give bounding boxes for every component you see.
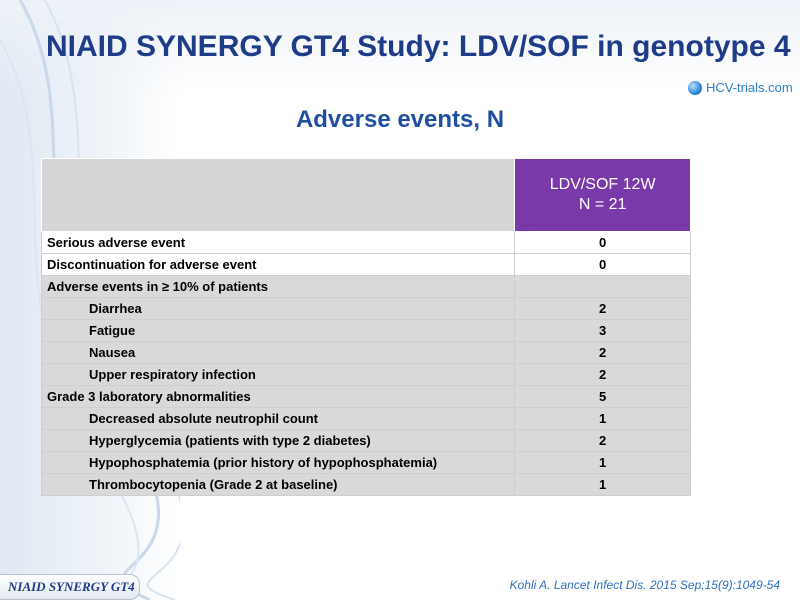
- table-row: Serious adverse event 0: [40, 231, 691, 254]
- row-value: 1: [514, 407, 691, 430]
- header-empty-cell: [40, 158, 516, 232]
- row-value: 0: [514, 231, 691, 254]
- row-label: Decreased absolute neutrophil count: [40, 407, 516, 430]
- table-row: Upper respiratory infection 2: [40, 363, 691, 386]
- page-title: NIAID SYNERGY GT4 Study: LDV/SOF in geno…: [46, 30, 791, 63]
- table-row: Hypophosphatemia (prior history of hypop…: [40, 451, 691, 474]
- brand-logo: HCV-trials.com: [688, 80, 793, 95]
- row-value: 2: [514, 341, 691, 364]
- table-header-row: LDV/SOF 12W N = 21: [40, 158, 691, 232]
- row-value: 1: [514, 451, 691, 474]
- row-label: Diarrhea: [40, 297, 516, 320]
- table-row: Hyperglycemia (patients with type 2 diab…: [40, 429, 691, 452]
- table-row: Thrombocytopenia (Grade 2 at baseline) 1: [40, 473, 691, 496]
- column-header: LDV/SOF 12W N = 21: [514, 158, 691, 232]
- row-label: Thrombocytopenia (Grade 2 at baseline): [40, 473, 516, 496]
- table-row: Grade 3 laboratory abnormalities 5: [40, 385, 691, 408]
- row-value: 0: [514, 253, 691, 276]
- background-gradient-top: [0, 0, 800, 95]
- table-row: Discontinuation for adverse event 0: [40, 253, 691, 276]
- column-header-line1: LDV/SOF 12W: [549, 176, 656, 193]
- row-label: Serious adverse event: [40, 231, 516, 254]
- row-value: [514, 275, 691, 298]
- row-value: 3: [514, 319, 691, 342]
- row-value: 5: [514, 385, 691, 408]
- row-label: Fatigue: [40, 319, 516, 342]
- table-row: Diarrhea 2: [40, 297, 691, 320]
- citation: Kohli A. Lancet Infect Dis. 2015 Sep;15(…: [509, 578, 780, 592]
- column-header-line2: N = 21: [578, 196, 627, 213]
- row-label: Adverse events in ≥ 10% of patients: [40, 275, 516, 298]
- section-subtitle: Adverse events, N: [295, 106, 505, 133]
- table-row: Fatigue 3: [40, 319, 691, 342]
- row-label: Hyperglycemia (patients with type 2 diab…: [40, 429, 516, 452]
- row-value: 1: [514, 473, 691, 496]
- globe-icon: [688, 80, 702, 95]
- row-label: Grade 3 laboratory abnormalities: [40, 385, 516, 408]
- row-value: 2: [514, 429, 691, 452]
- row-value: 2: [514, 297, 691, 320]
- footer-study-tag: NIAID SYNERGY GT4: [0, 574, 140, 600]
- adverse-events-table: LDV/SOF 12W N = 21 Serious adverse event…: [40, 158, 691, 496]
- row-value: 2: [514, 363, 691, 386]
- table-row: Adverse events in ≥ 10% of patients: [40, 275, 691, 298]
- row-label: Nausea: [40, 341, 516, 364]
- row-label: Hypophosphatemia (prior history of hypop…: [40, 451, 516, 474]
- brand-text: HCV-trials.com: [706, 80, 793, 95]
- table-row: Nausea 2: [40, 341, 691, 364]
- row-label: Discontinuation for adverse event: [40, 253, 516, 276]
- row-label: Upper respiratory infection: [40, 363, 516, 386]
- table-row: Decreased absolute neutrophil count 1: [40, 407, 691, 430]
